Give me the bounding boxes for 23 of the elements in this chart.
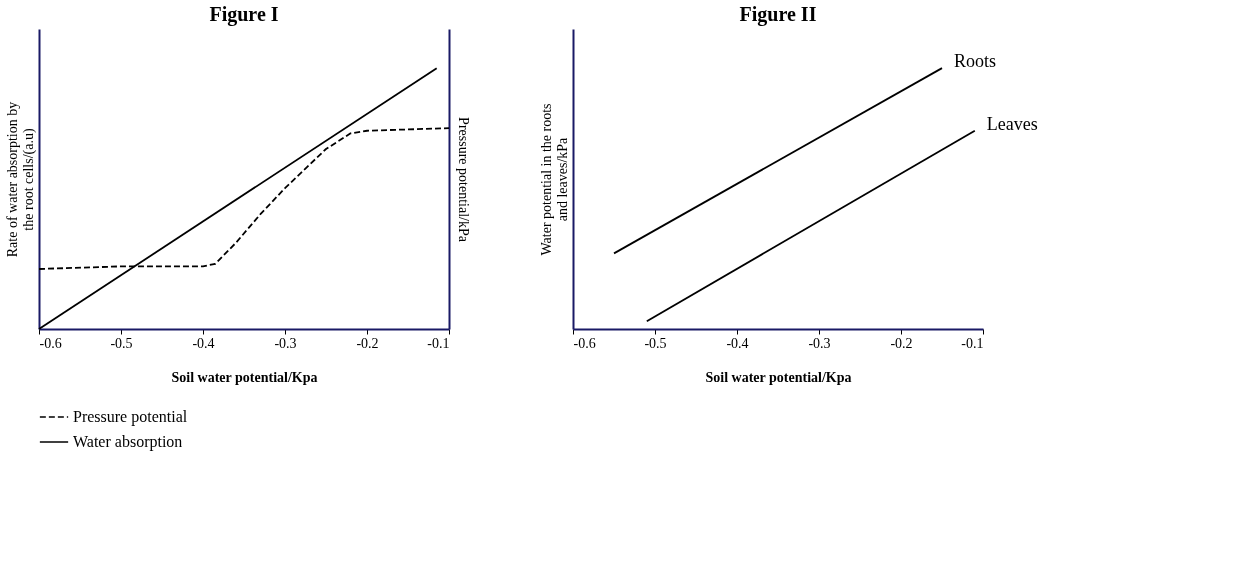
x-tick-label: -0.3	[274, 335, 297, 351]
x-tick-label: -0.6	[573, 335, 596, 351]
x-tick-label: -0.2	[890, 335, 913, 351]
x-tick-label: -0.5	[644, 335, 667, 351]
series-label: Roots	[954, 51, 997, 72]
x-tick-label: -0.3	[808, 335, 831, 351]
series-label: Leaves	[986, 113, 1038, 134]
legend-label: Pressure potential	[73, 408, 188, 426]
legend-label: Water absorption	[73, 433, 183, 451]
x-tick-label: -0.6	[39, 335, 62, 351]
x-axis-title: Soil water potential/Kpa	[705, 369, 852, 385]
chart-title: Figure II	[739, 3, 817, 26]
x-tick-label: -0.4	[192, 335, 215, 351]
y-axis-title: Water potential in the roots and leaves/kPa	[538, 103, 570, 256]
chart-title: Figure I	[209, 3, 279, 26]
x-tick-label: -0.4	[726, 335, 749, 351]
x-axis-title: Soil water potential/Kpa	[171, 369, 318, 385]
x-tick-label: -0.1	[961, 335, 984, 351]
x-tick-label: -0.5	[110, 335, 133, 351]
x-tick-label: -0.1	[427, 335, 450, 351]
x-tick-label: -0.2	[356, 335, 379, 351]
y-axis-title: Rate of water absorption by the root cells/(a.u)	[4, 101, 37, 258]
y2-axis-title: Pressure potential/kPa	[455, 117, 471, 243]
